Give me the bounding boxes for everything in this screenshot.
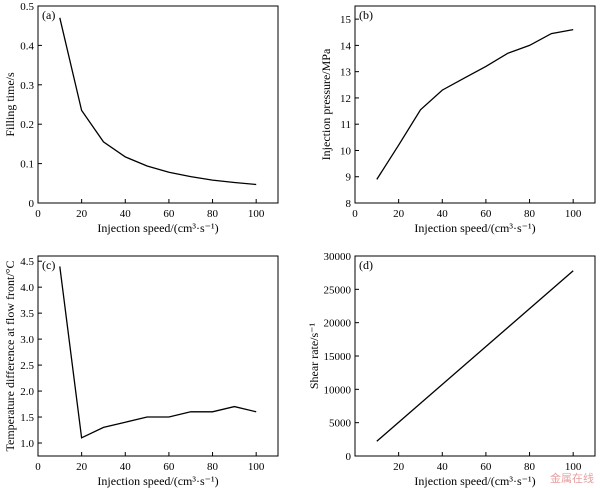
- series-line: [59, 17, 257, 186]
- x-tick-label: 100: [565, 208, 582, 220]
- series-line: [376, 28, 574, 180]
- x-tick-label: 20: [76, 461, 88, 473]
- y-axis-label: Injection pressure/MPa: [319, 48, 333, 160]
- chart-panel-2: 0 20 40 60 80 100 8 9 10 11 12 13 14 15 (b) Injection s…: [319, 5, 596, 235]
- y-tick-label: 3.5: [20, 308, 34, 320]
- y-tick-label: 9: [346, 172, 352, 184]
- x-tick-label: 20: [76, 208, 88, 220]
- x-tick-label: 60: [163, 208, 175, 220]
- y-tick-label: 0: [346, 451, 352, 463]
- y-tick-label: 2.5: [20, 360, 34, 372]
- y-tick-label: 10: [340, 145, 352, 157]
- panel-label: (a): [42, 8, 55, 22]
- plot-frame: [354, 5, 596, 204]
- y-tick-label: 14: [340, 40, 352, 52]
- y-tick-label: 25000: [324, 284, 352, 296]
- x-tick-label: 80: [207, 208, 219, 220]
- chart-panel-1: 0 20 40 60 80 100 0 0.1 0.2 0.3 0.4 0.5 (a) Injection…: [3, 1, 279, 235]
- x-tick-label: 80: [207, 461, 219, 473]
- series-line: [376, 270, 574, 442]
- x-tick-label: 20: [393, 208, 405, 220]
- y-tick-label: 12: [340, 93, 351, 105]
- x-tick-label: 40: [437, 208, 449, 220]
- y-axis-label: Temperature difference at flow front/°C: [3, 261, 17, 452]
- series-line: [59, 266, 257, 439]
- y-tick-label: 8: [346, 198, 352, 210]
- plot-frame: [37, 255, 279, 457]
- y-axis-label: Filling time/s: [3, 72, 17, 137]
- y-tick-label: 3.0: [20, 334, 34, 346]
- x-axis-label: Injection speed/(cm³·s⁻¹): [414, 474, 535, 488]
- y-tick-label: 15000: [324, 351, 352, 363]
- x-axis-label: Injection speed/(cm³·s⁻¹): [97, 474, 218, 488]
- x-tick-label: 0: [352, 208, 358, 220]
- x-tick-label: 100: [565, 461, 582, 473]
- x-tick-label: 60: [480, 461, 492, 473]
- y-tick-label: 0.4: [20, 40, 34, 52]
- x-tick-label: 40: [120, 208, 132, 220]
- y-tick-label: 0.1: [20, 159, 34, 171]
- y-tick-label: 4.5: [20, 256, 34, 268]
- x-axis-label: Injection speed/(cm³·s⁻¹): [97, 221, 218, 235]
- x-tick-label: 60: [480, 208, 492, 220]
- y-tick-label: 0.3: [20, 80, 34, 92]
- y-tick-label: 0.5: [20, 1, 34, 13]
- y-tick-label: 1.0: [20, 438, 34, 450]
- panel-label: (d): [359, 258, 373, 272]
- y-tick-label: 11: [340, 119, 351, 131]
- x-tick-label: 100: [248, 208, 265, 220]
- watermark-text: 金属在线: [550, 472, 594, 485]
- x-tick-label: 0: [35, 208, 41, 220]
- panel-label: (b): [359, 8, 373, 22]
- x-tick-label: 20: [393, 461, 405, 473]
- y-tick-label: 15: [340, 14, 352, 26]
- x-tick-label: 40: [120, 461, 132, 473]
- y-tick-label: 30000: [324, 251, 352, 263]
- chart-panel-3: 0 20 40 60 80 100 1.0 1.5 2.0 2.5 3.0 3.5 4.0 4.5 (c) I…: [3, 255, 279, 488]
- x-axis-label: Injection speed/(cm³·s⁻¹): [414, 221, 535, 235]
- y-tick-label: 1.5: [20, 412, 34, 424]
- x-tick-label: 60: [163, 461, 175, 473]
- panel-label: (c): [42, 258, 55, 272]
- x-tick-label: 80: [524, 461, 536, 473]
- x-tick-label: 80: [524, 208, 536, 220]
- y-tick-label: 20000: [324, 318, 352, 330]
- y-tick-label: 0.2: [20, 119, 34, 131]
- y-axis-label: Shear rate/s⁻¹: [307, 322, 321, 389]
- plot-frame: [37, 5, 279, 204]
- y-tick-label: 13: [340, 67, 352, 79]
- x-tick-label: 0: [35, 461, 41, 473]
- chart-panel-4: 20 40 60 80 100 0 5000 10000 15000 20000 25000 3000…: [307, 251, 596, 488]
- x-tick-label: 100: [248, 461, 265, 473]
- y-tick-label: 2.0: [20, 386, 34, 398]
- x-tick-label: 40: [437, 461, 449, 473]
- y-tick-label: 5000: [329, 418, 352, 430]
- y-tick-label: 10000: [324, 384, 352, 396]
- y-tick-label: 0: [29, 198, 35, 210]
- y-tick-label: 4.0: [20, 282, 34, 294]
